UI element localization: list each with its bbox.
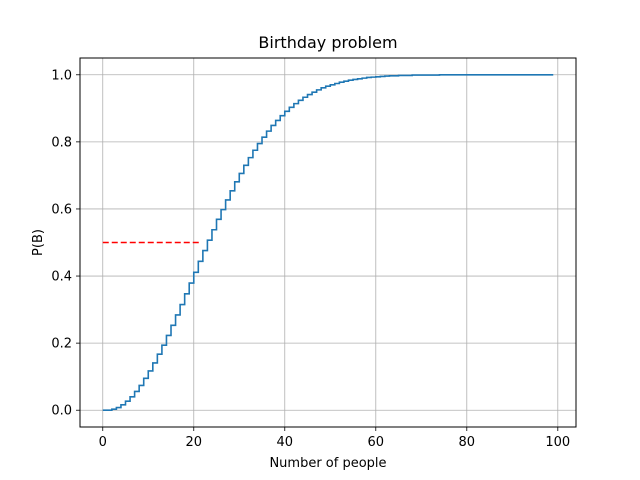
ticks: 0 20 40 60 80 100 0.0 0.2 0.4 0.6 0.8 1.0 (51, 68, 570, 450)
x-tick-label: 0 (99, 435, 107, 450)
y-axis-title: P(B) (31, 229, 46, 256)
grid (80, 58, 576, 427)
y-tick-label: 1.0 (51, 68, 72, 83)
x-tick-label: 100 (545, 435, 570, 450)
y-tick-label: 0.2 (51, 337, 72, 352)
series-layer (102, 73, 554, 412)
x-tick-label: 40 (276, 435, 293, 450)
y-tick-label: 0.8 (51, 135, 72, 150)
y-tick-label: 0.6 (51, 202, 72, 217)
x-tick-label: 20 (185, 435, 202, 450)
x-axis-title: Number of people (269, 456, 386, 471)
chart-title: Birthday problem (258, 33, 397, 52)
x-tick-label: 60 (368, 435, 385, 450)
probability-step-series (102, 73, 554, 412)
plot-frame (79, 57, 577, 428)
y-tick-label: 0.4 (51, 270, 72, 285)
y-tick-label: 0.0 (51, 404, 72, 419)
x-tick-label: 80 (459, 435, 476, 450)
